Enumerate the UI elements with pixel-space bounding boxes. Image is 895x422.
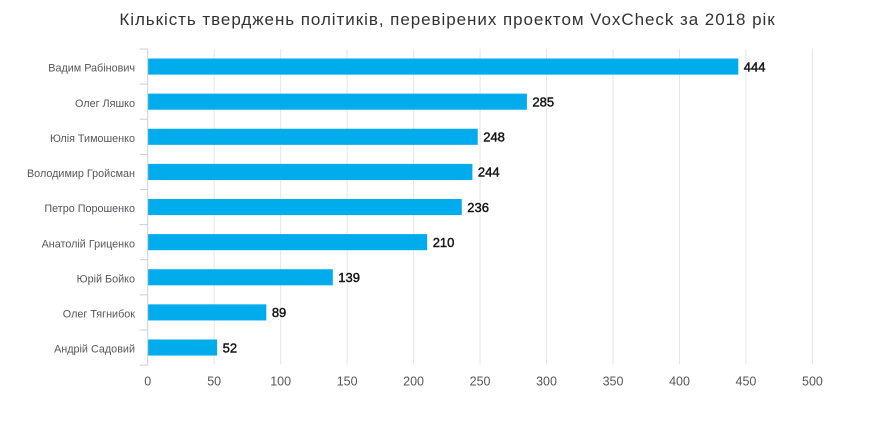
svg-text:52: 52 <box>223 340 237 355</box>
svg-text:Вадим Рабінович: Вадим Рабінович <box>48 63 135 75</box>
svg-text:Олег Ляшко: Олег Ляшко <box>75 98 135 110</box>
svg-text:450: 450 <box>736 375 757 389</box>
svg-text:Юрій Бойко: Юрій Бойко <box>77 273 135 285</box>
svg-text:Олег Тягнибок: Олег Тягнибок <box>63 309 135 321</box>
svg-text:200: 200 <box>403 375 424 389</box>
svg-text:Андрій Садовий: Андрій Садовий <box>54 344 135 356</box>
svg-text:444: 444 <box>744 59 766 74</box>
svg-text:139: 139 <box>338 270 360 285</box>
svg-text:236: 236 <box>467 200 489 215</box>
svg-text:0: 0 <box>144 375 151 389</box>
svg-text:150: 150 <box>337 375 358 389</box>
svg-text:Кількість тверджень політиків,: Кількість тверджень політиків, перевірен… <box>119 10 775 29</box>
svg-text:Володимир Гройсман: Володимир Гройсман <box>27 168 135 180</box>
svg-text:244: 244 <box>478 165 500 180</box>
svg-text:Петро Порошенко: Петро Порошенко <box>44 203 135 215</box>
svg-text:50: 50 <box>207 375 221 389</box>
svg-text:100: 100 <box>270 375 291 389</box>
svg-text:248: 248 <box>483 130 505 145</box>
svg-text:285: 285 <box>532 94 554 109</box>
svg-text:350: 350 <box>603 375 624 389</box>
svg-text:210: 210 <box>433 235 455 250</box>
svg-text:250: 250 <box>470 375 491 389</box>
svg-text:89: 89 <box>272 305 286 320</box>
svg-text:Юлія Тимошенко: Юлія Тимошенко <box>50 133 135 145</box>
svg-text:400: 400 <box>669 375 690 389</box>
svg-text:300: 300 <box>536 375 557 389</box>
svg-text:500: 500 <box>802 375 823 389</box>
svg-text:Анатолій Гриценко: Анатолій Гриценко <box>42 238 135 250</box>
